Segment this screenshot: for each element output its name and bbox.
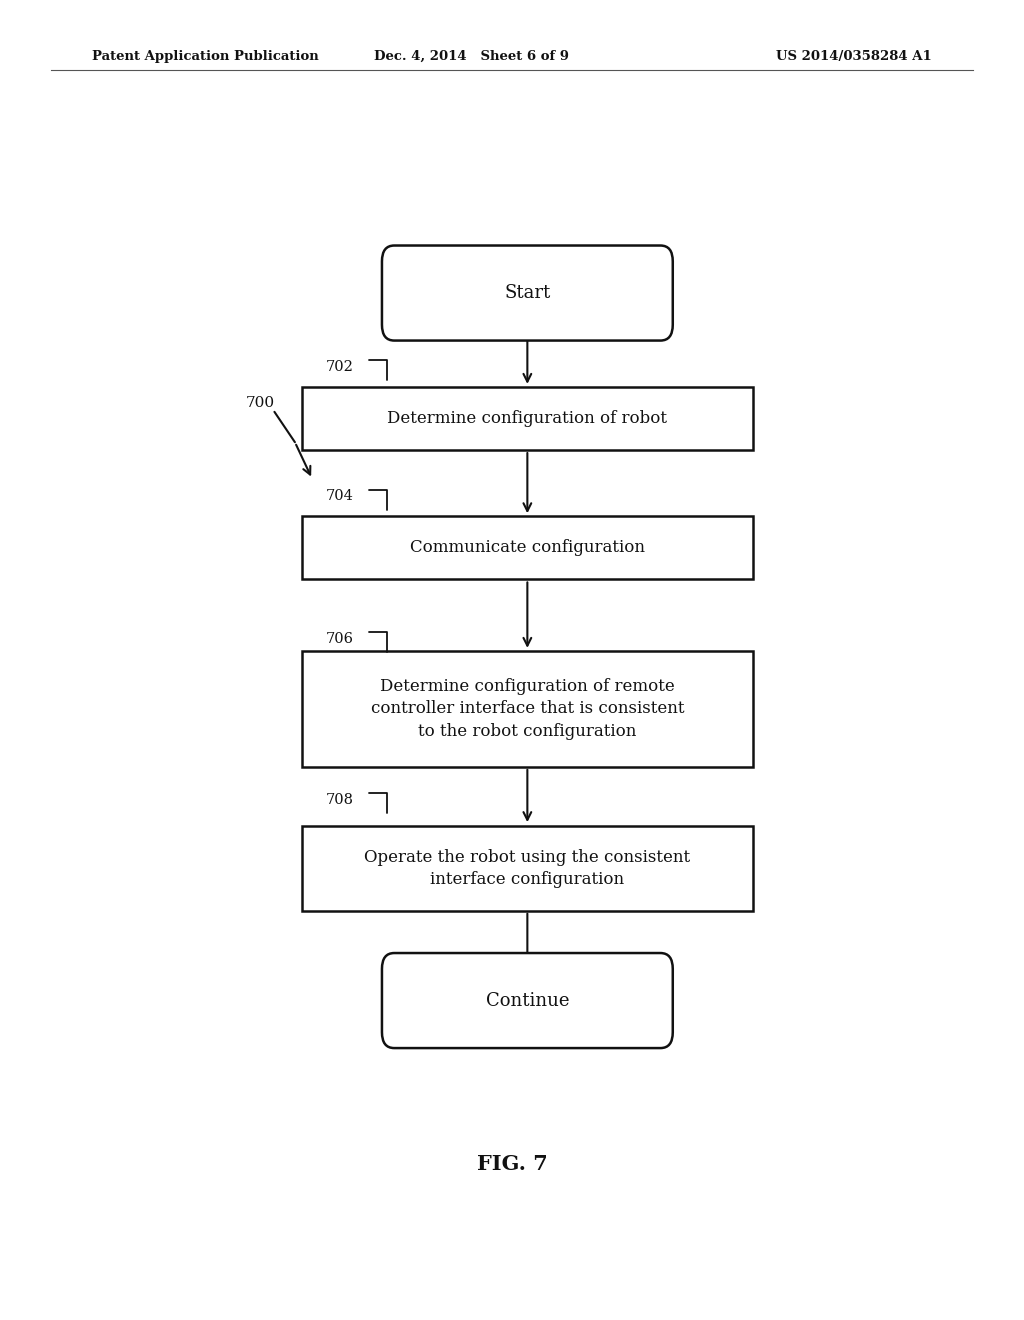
Text: 708: 708 bbox=[326, 793, 353, 807]
Text: 700: 700 bbox=[246, 396, 274, 409]
Text: 702: 702 bbox=[326, 360, 353, 374]
Text: Determine configuration of robot: Determine configuration of robot bbox=[387, 411, 668, 426]
FancyBboxPatch shape bbox=[302, 516, 753, 579]
Text: Continue: Continue bbox=[485, 991, 569, 1010]
FancyBboxPatch shape bbox=[302, 826, 753, 911]
FancyBboxPatch shape bbox=[382, 246, 673, 341]
Text: 704: 704 bbox=[326, 490, 353, 503]
Text: US 2014/0358284 A1: US 2014/0358284 A1 bbox=[776, 50, 932, 63]
Text: Dec. 4, 2014   Sheet 6 of 9: Dec. 4, 2014 Sheet 6 of 9 bbox=[374, 50, 568, 63]
Text: Patent Application Publication: Patent Application Publication bbox=[92, 50, 318, 63]
Text: Start: Start bbox=[504, 284, 551, 302]
FancyBboxPatch shape bbox=[302, 387, 753, 450]
FancyBboxPatch shape bbox=[382, 953, 673, 1048]
Text: Communicate configuration: Communicate configuration bbox=[410, 540, 645, 556]
FancyBboxPatch shape bbox=[302, 651, 753, 767]
Text: Operate the robot using the consistent
interface configuration: Operate the robot using the consistent i… bbox=[365, 849, 690, 888]
Text: Determine configuration of remote
controller interface that is consistent
to the: Determine configuration of remote contro… bbox=[371, 678, 684, 739]
Text: 706: 706 bbox=[326, 632, 353, 645]
Text: FIG. 7: FIG. 7 bbox=[476, 1154, 548, 1175]
